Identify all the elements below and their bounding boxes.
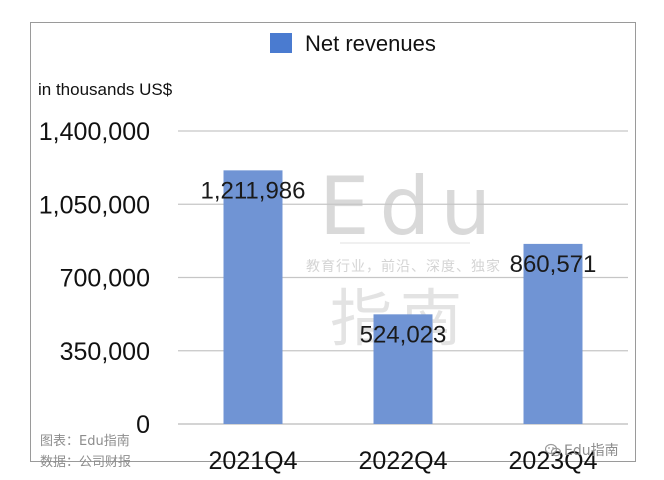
legend-label: Net revenues (305, 31, 436, 56)
y-tick-label: 1,050,000 (39, 191, 150, 219)
x-tick-label: 2022Q4 (359, 447, 448, 475)
data-label: 524,023 (360, 321, 447, 348)
bar (523, 243, 583, 424)
bar (373, 314, 433, 424)
y-tick-label: 350,000 (60, 338, 150, 366)
wechat-icon (544, 443, 562, 457)
y-axis-label: in thousands US$ (38, 80, 173, 99)
chart-frame (30, 22, 636, 462)
y-tick-label: 1,400,000 (39, 118, 150, 146)
data-label: 860,571 (510, 251, 597, 278)
y-tick-label: 700,000 (60, 265, 150, 293)
chart-credit: 图表：Edu指南 (40, 434, 130, 449)
data-label: 1,211,986 (201, 177, 306, 204)
legend-swatch (270, 33, 292, 53)
brand-mark: Edu指南 (544, 440, 619, 460)
watermark-slogan: 教育行业，前沿、深度、独家 (306, 259, 501, 275)
brand-label: Edu指南 (564, 443, 619, 459)
x-tick-label: 2023Q4 (509, 447, 598, 475)
x-tick-label: 2021Q4 (209, 447, 298, 475)
y-tick-label: 0 (136, 411, 150, 439)
data-source: 数据：公司财报 (40, 455, 132, 470)
bar (223, 170, 283, 424)
watermark-edu: Edu (319, 160, 501, 253)
